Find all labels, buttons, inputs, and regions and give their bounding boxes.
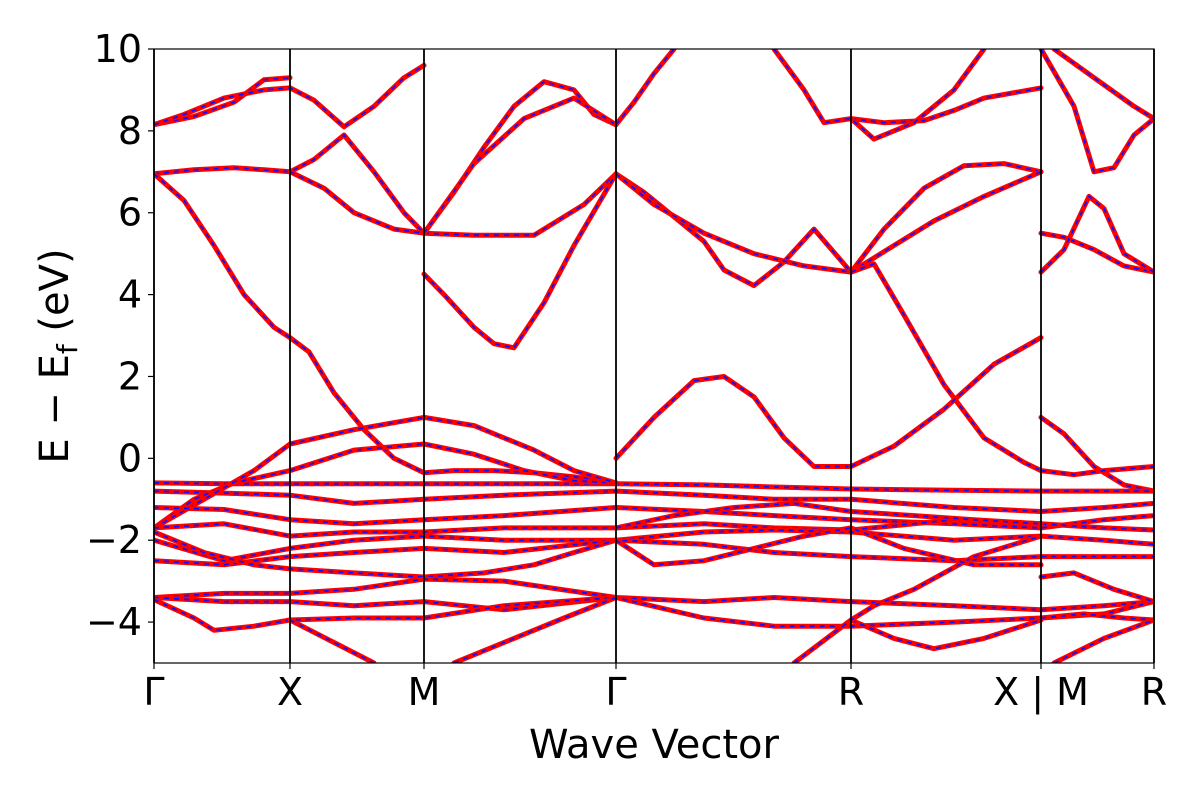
band-line-overlay-14: [850, 170, 1042, 273]
band-line-overlay-39: [453, 596, 617, 663]
band-line-overlay-22: [1040, 49, 1154, 173]
band-line-overlay-46: [615, 502, 1042, 529]
band-line-7: [421, 171, 619, 351]
band-line-overlay-17: [850, 336, 1042, 468]
band-line-14: [848, 169, 1044, 275]
band-line-overlay-19: [773, 49, 985, 141]
band-line-overlay-27: [154, 490, 1154, 513]
band-line-overlay-45: [615, 526, 1041, 566]
band-line-overlay-43: [1040, 571, 1154, 603]
band-line-38: [287, 617, 377, 663]
x-tick-label: X: [277, 670, 303, 714]
band-line-25: [1038, 464, 1154, 478]
band-line-overlay-9: [423, 97, 617, 234]
band-line-12: [613, 171, 854, 275]
x-tick-label: Γ: [143, 670, 164, 714]
band-line-19: [771, 49, 987, 142]
band-line-overlay-12: [615, 173, 852, 273]
x-axis-ticks: Γ X M Γ R X | M R: [143, 663, 1167, 715]
y-tick-label: −2: [86, 518, 142, 562]
y-tick-label: 8: [118, 109, 142, 153]
band-line-5: [154, 171, 427, 476]
band-line-overlay-29: [154, 416, 617, 529]
y-axis-title: E − Ef (eV): [32, 248, 84, 463]
band-line-overlay-15: [615, 375, 851, 468]
band-line-overlay-3: [154, 133, 425, 234]
band-line-4: [287, 169, 619, 238]
band-line-overlay-16: [850, 262, 1042, 472]
x-tick-label: X | M: [993, 670, 1089, 715]
x-tick-label: M: [408, 670, 441, 714]
band-line-overlay-6: [423, 469, 617, 484]
band-line-overlay-34: [154, 531, 617, 578]
band-line-overlay-1: [154, 76, 291, 126]
plot-frame: [153, 48, 1155, 664]
x-tick-label: R: [838, 670, 864, 714]
y-tick-label: 0: [118, 436, 142, 480]
band-line-overlay-21: [1040, 194, 1154, 273]
band-line-overlay-10: [615, 49, 675, 126]
band-line-overlay-13: [850, 162, 1042, 273]
y-axis-title-unit: (eV): [32, 248, 78, 344]
band-line-16: [848, 261, 1044, 474]
y-tick-label: 2: [118, 354, 142, 398]
band-line-overlay-20: [1040, 232, 1154, 273]
x-tick-label: R: [1141, 670, 1167, 714]
band-line-overlay-41: [793, 535, 1042, 663]
band-line-overlay-40: [850, 619, 1042, 650]
band-line-35: [154, 576, 1154, 613]
band-line-18: [848, 85, 1044, 126]
band-line-overlay-23: [1053, 49, 1154, 120]
x-axis-title: Wave Vector: [529, 722, 780, 768]
band-line-36: [154, 595, 1154, 629]
band-line-overlay-26: [154, 482, 1154, 492]
y-axis-title-main: E − E: [32, 354, 78, 464]
band-lines: [154, 49, 1154, 663]
y-axis-ticks: −4 −2 0 2 4 6 8 10: [86, 27, 154, 644]
x-tick-label: Γ: [605, 670, 626, 714]
band-line-overlay-42: [1040, 612, 1154, 621]
band-line-overlay-4: [289, 170, 617, 237]
band-line-overlay-32: [154, 529, 1154, 562]
y-axis-title-subscript: f: [51, 343, 84, 354]
band-line-11: [613, 171, 854, 289]
y-tick-label: 6: [118, 191, 142, 235]
y-tick-label: −4: [86, 600, 142, 644]
band-line-overlay-44: [1053, 619, 1154, 663]
band-line-9: [421, 95, 619, 236]
band-line-overlay-2: [154, 64, 425, 128]
y-tick-label: 4: [118, 273, 142, 317]
y-tick-label: 10: [94, 27, 142, 71]
band-line-17: [848, 335, 1044, 469]
band-line-33: [154, 537, 1154, 568]
band-line-overlay-30: [154, 506, 1154, 529]
band-line-overlay-24: [1040, 416, 1154, 492]
